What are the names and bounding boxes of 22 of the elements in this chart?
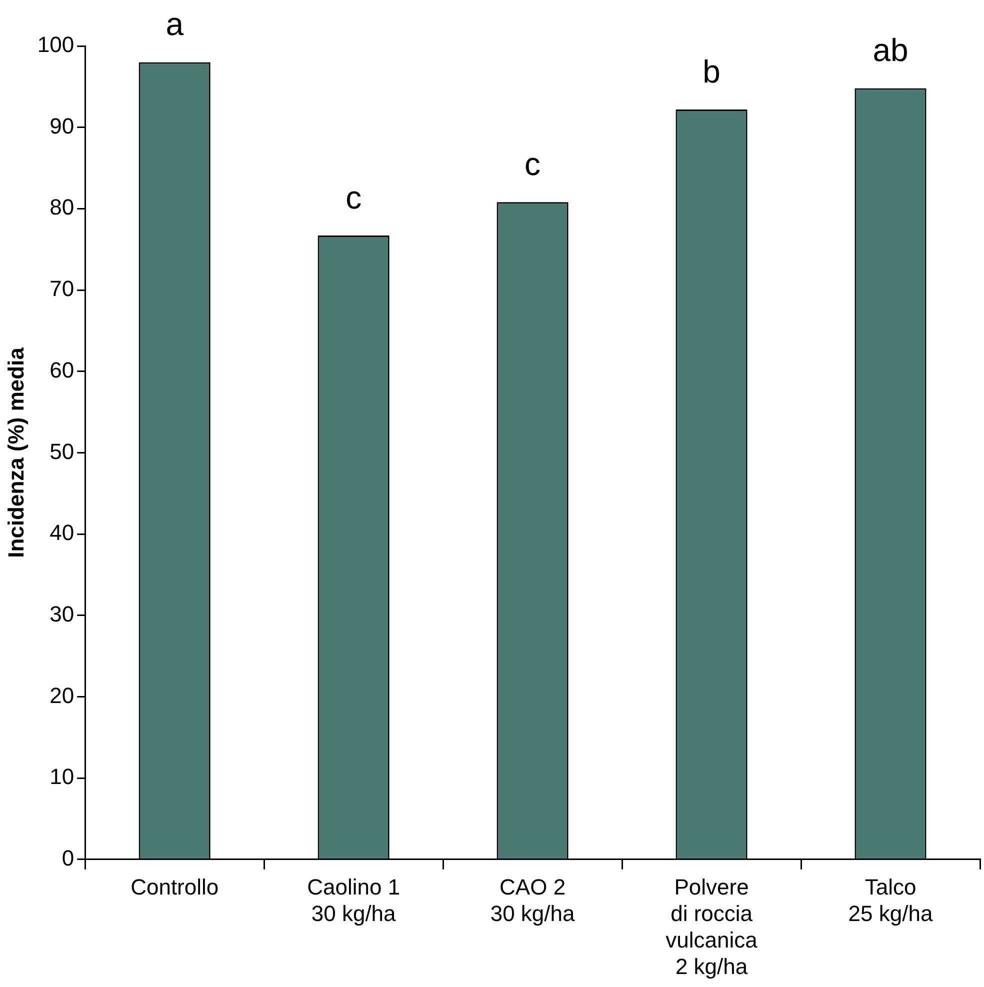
- annotation: ab: [872, 32, 908, 68]
- y-tick-label: 80: [50, 194, 74, 220]
- y-tick-label: 60: [50, 357, 74, 382]
- y-tick-label: 90: [50, 113, 74, 138]
- annotation: b: [702, 53, 720, 90]
- y-tick-label: 100: [37, 32, 74, 58]
- y-tick-label: 30: [50, 601, 74, 626]
- y-tick-label: 40: [50, 520, 74, 546]
- y-tick-label: 50: [50, 438, 74, 464]
- annotation: c: [346, 179, 362, 216]
- y-axis-title: Incidenza (%) media: [3, 346, 28, 558]
- x-tick-label: CAO 2 30 kg/ha: [490, 874, 576, 926]
- y-tick-label: 10: [50, 764, 74, 790]
- annotation: c: [524, 146, 541, 182]
- y-tick-label: 20: [50, 682, 74, 708]
- annotation: a: [166, 6, 184, 42]
- y-tick-label: 0: [62, 845, 74, 870]
- x-tick-label: Controllo: [130, 874, 219, 900]
- x-tick-label: Caolino 1 30 kg/ha: [307, 874, 400, 926]
- y-tick-label: 70: [50, 276, 74, 302]
- x-tick-label: Polvere di roccia vulcanica 2 kg/ha: [666, 874, 758, 979]
- x-tick-label: Talco 25 kg/ha: [848, 874, 934, 926]
